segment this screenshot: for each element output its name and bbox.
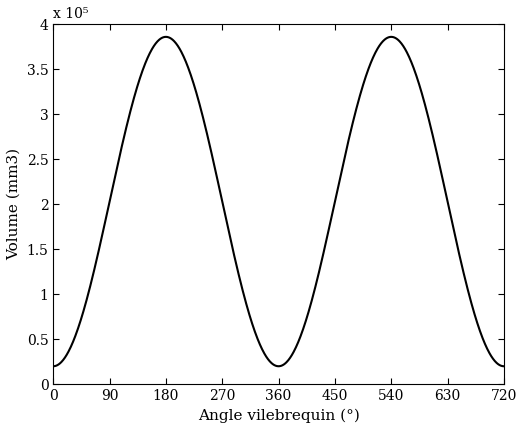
Y-axis label: Volume (mm3): Volume (mm3)	[7, 148, 21, 260]
X-axis label: Angle vilebrequin (°): Angle vilebrequin (°)	[198, 408, 359, 423]
Text: x 10⁵: x 10⁵	[53, 6, 89, 21]
